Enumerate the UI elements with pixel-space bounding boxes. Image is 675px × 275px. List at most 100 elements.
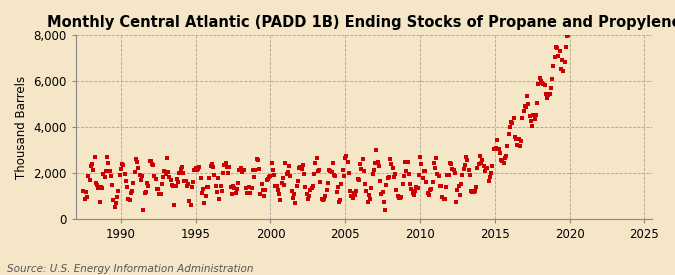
Point — [548, 64, 559, 68]
Point — [211, 190, 222, 194]
Point — [558, 69, 569, 73]
Point — [341, 153, 352, 158]
Point — [271, 184, 282, 189]
Point — [423, 192, 434, 197]
Point — [107, 183, 117, 187]
Point — [355, 162, 366, 166]
Point — [566, 20, 576, 25]
Point — [254, 167, 265, 172]
Point — [400, 160, 410, 164]
Point — [397, 182, 408, 186]
Point — [498, 161, 509, 165]
Point — [436, 183, 447, 188]
Point — [508, 116, 519, 120]
Point — [88, 168, 99, 172]
Point — [398, 174, 409, 178]
Point — [526, 119, 537, 123]
Point — [487, 163, 497, 168]
Point — [502, 144, 513, 148]
Point — [323, 167, 334, 172]
Point — [99, 174, 110, 179]
Point — [506, 120, 516, 124]
Point — [232, 187, 242, 191]
Point — [92, 183, 103, 188]
Point — [238, 168, 248, 172]
Point — [239, 168, 250, 173]
Point — [372, 160, 383, 164]
Point — [126, 191, 136, 196]
Point — [456, 182, 466, 186]
Point — [528, 113, 539, 117]
Point — [576, 3, 587, 7]
Point — [78, 189, 89, 193]
Point — [242, 191, 253, 195]
Point — [163, 170, 173, 174]
Point — [148, 163, 159, 167]
Point — [320, 194, 331, 199]
Point — [93, 186, 104, 190]
Point — [225, 184, 236, 189]
Point — [364, 193, 375, 197]
Point — [304, 193, 315, 198]
Point — [119, 172, 130, 176]
Point — [165, 178, 176, 183]
Point — [120, 179, 131, 183]
Point — [209, 172, 220, 177]
Point — [140, 190, 151, 195]
Point — [132, 160, 142, 164]
Point — [217, 170, 228, 175]
Point — [97, 186, 107, 191]
Point — [478, 164, 489, 168]
Point — [276, 181, 287, 185]
Point — [194, 165, 205, 170]
Point — [122, 185, 132, 189]
Point — [207, 162, 217, 166]
Point — [395, 196, 406, 200]
Point — [514, 144, 525, 148]
Point — [553, 53, 564, 58]
Point — [317, 198, 328, 203]
Point — [479, 168, 490, 173]
Point — [87, 162, 98, 167]
Point — [527, 123, 538, 128]
Point — [90, 181, 101, 185]
Point — [560, 60, 570, 64]
Point — [83, 174, 94, 178]
Point — [375, 179, 385, 183]
Point — [169, 202, 180, 207]
Point — [117, 162, 128, 166]
Point — [79, 197, 90, 202]
Point — [86, 164, 97, 168]
Point — [168, 184, 179, 188]
Point — [285, 174, 296, 178]
Point — [442, 172, 453, 177]
Point — [98, 172, 109, 177]
Point — [327, 161, 338, 165]
Point — [452, 188, 463, 192]
Point — [152, 186, 163, 191]
Point — [329, 173, 340, 177]
Point — [564, 19, 575, 23]
Point — [535, 79, 546, 83]
Point — [295, 164, 306, 169]
Point — [213, 175, 223, 180]
Point — [182, 184, 192, 189]
Point — [217, 189, 227, 193]
Point — [445, 160, 456, 165]
Point — [576, 16, 587, 21]
Point — [171, 177, 182, 181]
Point — [102, 155, 113, 160]
Point — [371, 148, 382, 152]
Point — [451, 199, 462, 204]
Point — [108, 197, 119, 202]
Point — [541, 92, 551, 96]
Point — [157, 182, 167, 186]
Point — [221, 165, 232, 169]
Point — [513, 137, 524, 141]
Point — [284, 164, 294, 168]
Point — [339, 174, 350, 178]
Point — [433, 174, 444, 178]
Point — [404, 172, 414, 177]
Point — [316, 197, 327, 201]
Point — [136, 174, 147, 178]
